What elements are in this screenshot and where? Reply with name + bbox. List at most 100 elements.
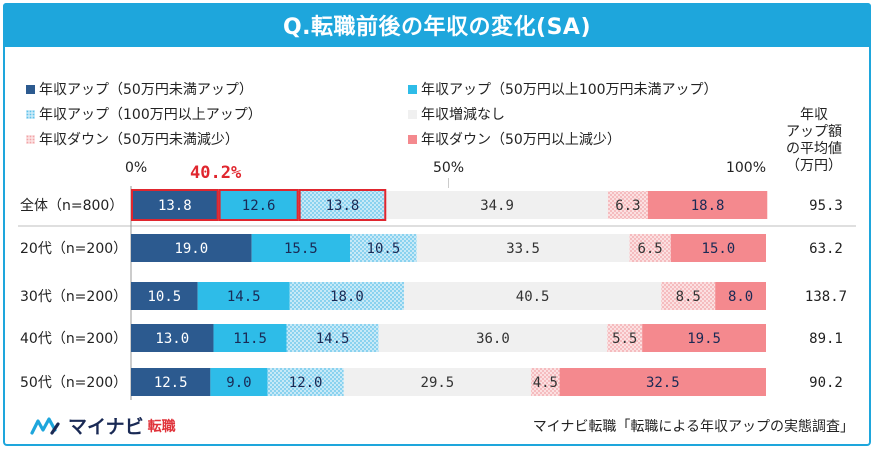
- data-label: 12.0: [289, 375, 323, 391]
- highlight-label: 40.2%: [190, 163, 242, 183]
- legend-label: 年収ダウン（50万円未満減少）: [39, 132, 239, 148]
- data-label: 14.5: [316, 331, 350, 347]
- data-label: 18.8: [691, 198, 725, 214]
- data-label: 13.8: [326, 198, 360, 214]
- average-value: 90.2: [809, 375, 843, 391]
- bar-segment: [607, 191, 648, 219]
- chart-title: Q.転職前後の年収の変化(SA): [3, 3, 871, 47]
- average-header-line: の平均値: [786, 141, 842, 157]
- bar-segment: [661, 282, 716, 310]
- data-label: 4.5: [533, 375, 558, 391]
- average-header-line: 年収: [800, 107, 828, 123]
- category-label: 50代（n=200）: [20, 375, 127, 391]
- data-label: 34.9: [480, 198, 514, 214]
- bar-segment: [210, 368, 268, 396]
- bar-segment: [416, 234, 630, 262]
- bar-segment: [218, 191, 299, 219]
- bar-segment: [404, 282, 662, 310]
- data-label: 19.5: [687, 331, 721, 347]
- data-label: 13.8: [158, 198, 192, 214]
- data-label: 11.5: [233, 331, 267, 347]
- legend-swatch: [408, 134, 417, 144]
- bar-segment: [350, 234, 417, 262]
- bar-segment: [197, 282, 290, 310]
- legend-swatch: [26, 84, 35, 94]
- data-label: 19.0: [174, 241, 208, 257]
- bar-segment: [251, 234, 351, 262]
- data-label: 13.0: [155, 331, 189, 347]
- bar-segment: [213, 324, 287, 352]
- highlight-box: [131, 189, 219, 221]
- average-header-line: （万円）: [786, 158, 842, 174]
- category-label: 全体（n=800）: [20, 197, 123, 214]
- data-label: 32.5: [646, 375, 680, 391]
- category-label: 30代（n=200）: [20, 289, 127, 305]
- data-label: 5.5: [612, 331, 637, 347]
- bar-segment: [378, 324, 608, 352]
- legend-label: 年収増減なし: [421, 107, 505, 123]
- data-label: 8.5: [676, 289, 701, 305]
- data-label: 36.0: [476, 331, 510, 347]
- bar-segment: [642, 324, 766, 352]
- legend-swatch: [408, 84, 417, 94]
- bar-segment: [670, 234, 766, 262]
- data-label: 33.5: [506, 241, 540, 257]
- legend-swatch: [408, 109, 417, 119]
- legend-swatch: [26, 109, 35, 119]
- data-label: 10.5: [147, 289, 181, 305]
- data-label: 6.5: [637, 241, 662, 257]
- data-label: 40.5: [516, 289, 550, 305]
- average-header: 年収 アップ額 の平均値 （万円）: [784, 107, 844, 175]
- highlight-box: [218, 189, 299, 221]
- data-label: 8.0: [728, 289, 753, 305]
- data-label: 18.0: [330, 289, 364, 305]
- legend-item: 年収アップ（50万円未満アップ）: [26, 79, 253, 99]
- bar-segment: [647, 191, 768, 219]
- bar-segment: [531, 368, 560, 396]
- legend-item: 年収アップ（50万円以上100万円未満アップ）: [408, 79, 718, 99]
- bar-segment: [386, 191, 608, 219]
- axis-tick-label: 0%: [125, 160, 147, 176]
- average-value: 138.7: [805, 289, 847, 305]
- bar-segment: [559, 368, 766, 396]
- average-value: 63.2: [809, 241, 843, 257]
- data-label: 14.5: [227, 289, 261, 305]
- legend-item: 年収ダウン（50万円以上減少）: [408, 129, 621, 149]
- data-label: 12.6: [242, 198, 276, 214]
- average-value: 89.1: [809, 331, 843, 347]
- source-note: マイナビ転職「転職による年収アップの実態調査」: [532, 419, 854, 435]
- bar-segment: [629, 234, 671, 262]
- legend-label: 年収ダウン（50万円以上減少）: [421, 132, 621, 148]
- average-header-line: アップ額: [786, 124, 842, 140]
- legend-swatch: [26, 134, 35, 144]
- bar-segment: [607, 324, 643, 352]
- data-label: 12.5: [154, 375, 188, 391]
- average-value: 95.3: [809, 198, 843, 214]
- data-label: 9.0: [226, 375, 251, 391]
- bar-segment: [131, 324, 214, 352]
- bar-segment: [131, 191, 219, 219]
- brand-logo: マイナビ 転職: [30, 412, 176, 439]
- axis-tick-label: 50%: [433, 160, 464, 176]
- logo-brand: マイナビ: [68, 416, 144, 438]
- data-label: 6.3: [615, 198, 640, 214]
- data-label: 15.5: [284, 241, 318, 257]
- bar-segment: [343, 368, 532, 396]
- bar-segment: [267, 368, 344, 396]
- bar-segment: [298, 191, 387, 219]
- legend-item: 年収ダウン（50万円未満減少）: [26, 129, 239, 149]
- bar-segment: [131, 282, 198, 310]
- logo-sub: 転職: [147, 418, 176, 435]
- data-label: 29.5: [421, 375, 455, 391]
- bar-segment: [286, 324, 379, 352]
- legend-label: 年収アップ（100万円以上アップ）: [39, 107, 262, 123]
- legend-label: 年収アップ（50万円未満アップ）: [39, 82, 253, 98]
- legend-label: 年収アップ（50万円以上100万円未満アップ）: [421, 82, 718, 98]
- bar-segment: [715, 282, 766, 310]
- bar-segment: [289, 282, 405, 310]
- data-label: 15.0: [702, 241, 736, 257]
- bar-segment: [131, 368, 211, 396]
- category-label: 20代（n=200）: [20, 241, 127, 257]
- axis-tick-label: 100%: [726, 160, 766, 176]
